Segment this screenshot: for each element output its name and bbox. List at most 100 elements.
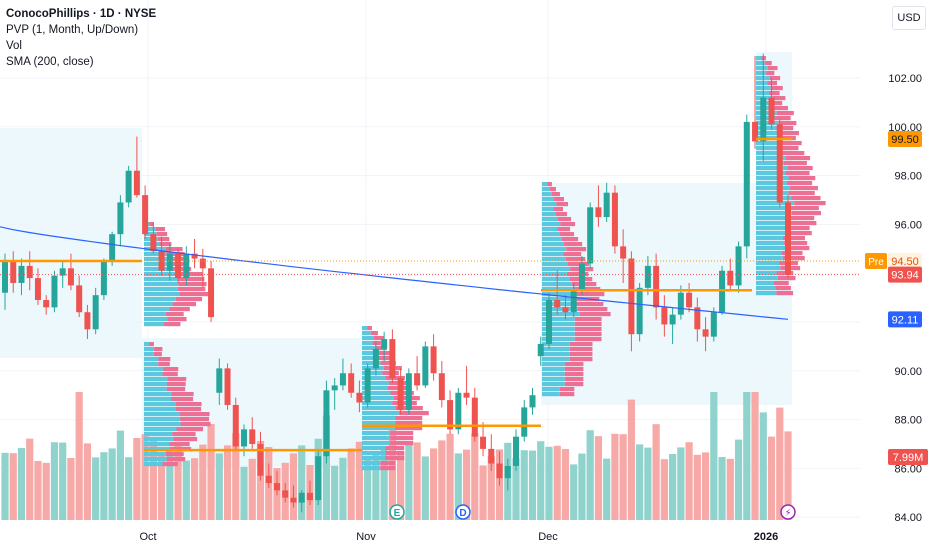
profile-down-row: [175, 402, 202, 407]
volume-bar: [471, 433, 479, 520]
profile-down-row: [374, 336, 384, 341]
candle-body: [463, 392, 470, 398]
profile-down-row: [559, 392, 575, 397]
volume-bar: [561, 449, 570, 520]
profile-down-row: [370, 331, 378, 336]
profile-down-row: [385, 446, 405, 451]
volume-bar: [429, 448, 438, 520]
candle-body: [249, 429, 256, 444]
volume-bar: [42, 462, 50, 520]
profile-down-row: [162, 372, 178, 377]
candle-body: [603, 192, 610, 218]
volume-bar: [116, 430, 124, 520]
profile-up-row: [542, 387, 560, 392]
profile-down-row: [782, 256, 805, 261]
profile-up-row: [144, 417, 180, 422]
profile-up-row: [362, 381, 389, 386]
profile-up-row: [144, 432, 173, 437]
volume-bar: [108, 448, 116, 520]
currency-button[interactable]: USD: [892, 6, 926, 30]
profile-down-row: [172, 302, 196, 307]
profile-up-row: [542, 342, 570, 347]
candle-body: [554, 300, 561, 308]
profile-up-row: [362, 351, 379, 356]
candle-body: [150, 234, 157, 252]
last-price-badge-bg: [888, 266, 922, 283]
profile-down-row: [390, 431, 414, 436]
legend-pvp[interactable]: PVP (1, Month, Up/Down): [6, 24, 139, 36]
profile-up-row: [542, 237, 562, 242]
legend-vol[interactable]: Vol: [6, 40, 22, 52]
profile-up-row: [362, 431, 391, 436]
candle-body: [273, 483, 280, 491]
profile-down-row: [764, 61, 772, 66]
profile-up-row: [362, 346, 376, 351]
volume-bar: [718, 457, 726, 520]
profile-down-row: [169, 442, 190, 447]
volume-bar: [405, 443, 413, 520]
profile-down-row: [165, 312, 184, 317]
candle-body: [339, 373, 346, 386]
profile-down-row: [574, 332, 602, 337]
profile-up-row: [144, 252, 167, 257]
profile-up-row: [144, 312, 166, 317]
profile-down-row: [777, 276, 796, 281]
profile-up-row: [756, 146, 780, 151]
price-tick-label: 102.00: [888, 73, 922, 85]
profile-up-row: [542, 317, 575, 322]
candle-body: [364, 368, 371, 403]
profile-down-row: [559, 387, 575, 392]
profile-down-row: [390, 441, 414, 446]
candle-body: [158, 251, 165, 271]
profile-up-row: [144, 227, 156, 232]
candles[interactable]: [2, 53, 791, 513]
profile-up-row: [542, 212, 556, 217]
profile-down-row: [772, 96, 786, 101]
profile-up-row: [756, 176, 789, 181]
profile-down-row: [779, 146, 799, 151]
candle-body: [438, 373, 445, 401]
profile-up-row: [144, 262, 169, 267]
profile-up-row: [144, 232, 157, 237]
profile-up-row: [756, 56, 762, 61]
candle-body: [686, 292, 693, 308]
volume-bar: [125, 457, 133, 520]
candle-body: [306, 492, 313, 501]
profile-down-row: [566, 247, 587, 252]
volume-bar: [636, 444, 644, 520]
candle-body: [166, 253, 173, 271]
sma-price-badge: 92.11: [892, 314, 919, 326]
profile-down-row: [149, 222, 154, 227]
profile-down-row: [767, 66, 778, 71]
profile-up-row: [144, 292, 180, 297]
profile-up-row: [362, 441, 391, 446]
profile-down-row: [564, 382, 584, 387]
time-tick-label: Nov: [356, 531, 376, 543]
profile-down-row: [395, 426, 423, 431]
candle-body: [191, 253, 198, 259]
profile-down-row: [175, 407, 202, 412]
volume-bar: [776, 407, 784, 520]
legend-symbol[interactable]: ConocoPhillips · 1D · NYSE: [6, 8, 157, 20]
profile-up-row: [756, 231, 787, 236]
candle-body: [76, 285, 83, 313]
profile-down-row: [785, 156, 811, 161]
candle-body: [710, 312, 717, 337]
profile-down-row: [549, 187, 556, 192]
candle-body: [232, 404, 239, 447]
profile-up-row: [542, 202, 557, 207]
volume-bar: [232, 433, 240, 520]
profile-down-row: [560, 222, 576, 227]
price-tick-label: 100.00: [888, 122, 922, 134]
candle-body: [405, 373, 412, 410]
legend-sma[interactable]: SMA (200, close): [6, 56, 94, 68]
profile-down-row: [380, 461, 396, 466]
profile-up-row: [144, 397, 172, 402]
profile-up-row: [756, 186, 791, 191]
profile-up-row: [756, 76, 770, 81]
volume-bar: [701, 452, 710, 520]
profile-up-row: [144, 317, 168, 322]
profile-down-row: [392, 401, 417, 406]
profile-down-row: [175, 297, 203, 302]
